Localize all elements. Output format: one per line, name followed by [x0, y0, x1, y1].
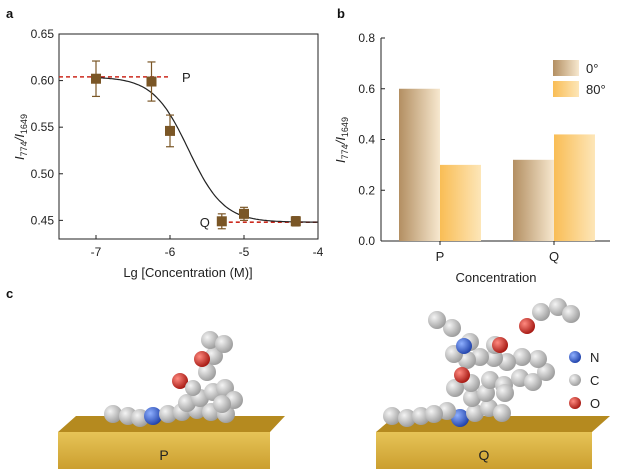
b-ytick-label: 0.8: [358, 31, 375, 45]
bar-p-1: [440, 164, 481, 241]
legend-atom-n-label: N: [590, 350, 599, 365]
chart-a-ylabel: I774/I1649: [12, 114, 29, 160]
atom-c: [425, 405, 443, 423]
atom-c: [215, 335, 233, 353]
legend-atom-c: [569, 374, 581, 386]
b-xtick-label: Q: [549, 249, 559, 264]
atom-c: [524, 373, 542, 391]
atom-c: [398, 409, 416, 427]
legend-atom-o-label: O: [590, 396, 600, 411]
ref-label-q: Q: [200, 215, 210, 230]
atom-o: [492, 337, 508, 353]
fit-curve: [95, 77, 318, 223]
a-xtick-label: -7: [91, 245, 102, 259]
atom-c: [185, 380, 201, 396]
atom-c: [159, 405, 177, 423]
panel-label-c: c: [6, 286, 13, 301]
atom-c: [428, 311, 446, 329]
atom-c: [532, 303, 550, 321]
atom-o: [194, 351, 210, 367]
atom-c: [493, 404, 511, 422]
legend-atom-o: [569, 397, 581, 409]
gold-surface-p: P: [58, 416, 285, 469]
legend-atom-n: [569, 351, 581, 363]
atom-o: [519, 318, 535, 334]
a-ytick-label: 0.60: [31, 74, 55, 88]
atom-c: [383, 407, 401, 425]
atom-c: [529, 350, 547, 368]
atom-c: [463, 389, 481, 407]
molecule-panel: P Q N C O: [58, 298, 610, 469]
chart-a-xlabel: Lg [Concentration (M)]: [123, 265, 252, 280]
surface-label-q: Q: [479, 447, 490, 463]
chart-b-legend: 0° 80°: [553, 60, 606, 97]
atom-c: [466, 404, 484, 422]
bar-p-0: [399, 88, 440, 241]
ref-label-p: P: [182, 70, 191, 85]
atom-c: [446, 379, 464, 397]
data-point: [91, 60, 101, 98]
atom-c: [562, 305, 580, 323]
atom-c: [198, 363, 216, 381]
atom-n: [144, 407, 162, 425]
atom-o: [172, 373, 188, 389]
legend-label-0: 0°: [586, 61, 598, 76]
data-point: [216, 213, 227, 230]
data-point: [165, 114, 175, 148]
atom-c: [513, 348, 531, 366]
atom-c: [201, 331, 219, 349]
legend-atom-c-label: C: [590, 373, 599, 388]
atom-c: [481, 371, 499, 389]
data-point: [290, 216, 301, 227]
chart-b: 0.0 0.2 0.4 0.6 0.8 P Q Concentration I774/I1…: [333, 31, 610, 285]
atom-o: [454, 367, 470, 383]
atom-c: [485, 349, 503, 367]
atom-c: [213, 395, 231, 413]
a-ytick-label: 0.50: [31, 167, 55, 181]
chart-a: 0.45 0.50 0.55 0.60 0.65 -7 -6 -5 -4 P Q Lg [Con…: [12, 27, 324, 280]
bar-q-0: [513, 159, 554, 241]
a-ytick-label: 0.65: [31, 27, 55, 41]
b-ytick-label: 0.6: [358, 82, 375, 96]
data-point: [146, 61, 157, 102]
atom-n: [456, 338, 472, 354]
surface-label-p: P: [159, 447, 168, 463]
chart-b-xlabel: Concentration: [456, 270, 537, 285]
a-xtick-label: -5: [239, 245, 250, 259]
atom-c: [496, 384, 514, 402]
atom-c: [104, 405, 122, 423]
b-ytick-label: 0.2: [358, 183, 375, 197]
panel-label-a: a: [6, 6, 14, 21]
a-ytick-label: 0.45: [31, 213, 55, 227]
bar-q-1: [554, 134, 595, 241]
atom-legend: N C O: [569, 350, 600, 411]
a-ytick-label: 0.55: [31, 120, 55, 134]
panel-label-b: b: [337, 6, 345, 21]
a-xtick-label: -4: [313, 245, 324, 259]
legend-swatch-1: [553, 81, 579, 97]
chart-b-ylabel: I774/I1649: [333, 117, 350, 163]
b-ytick-label: 0.4: [358, 133, 375, 147]
atom-c: [537, 363, 555, 381]
b-ytick-label: 0.0: [358, 234, 375, 248]
atom-c: [443, 319, 461, 337]
b-xtick-label: P: [436, 249, 445, 264]
legend-label-1: 80°: [586, 82, 606, 97]
chart-a-frame: [58, 33, 319, 240]
legend-swatch-0: [553, 60, 579, 76]
a-xtick-label: -6: [165, 245, 176, 259]
data-point: [239, 206, 249, 221]
